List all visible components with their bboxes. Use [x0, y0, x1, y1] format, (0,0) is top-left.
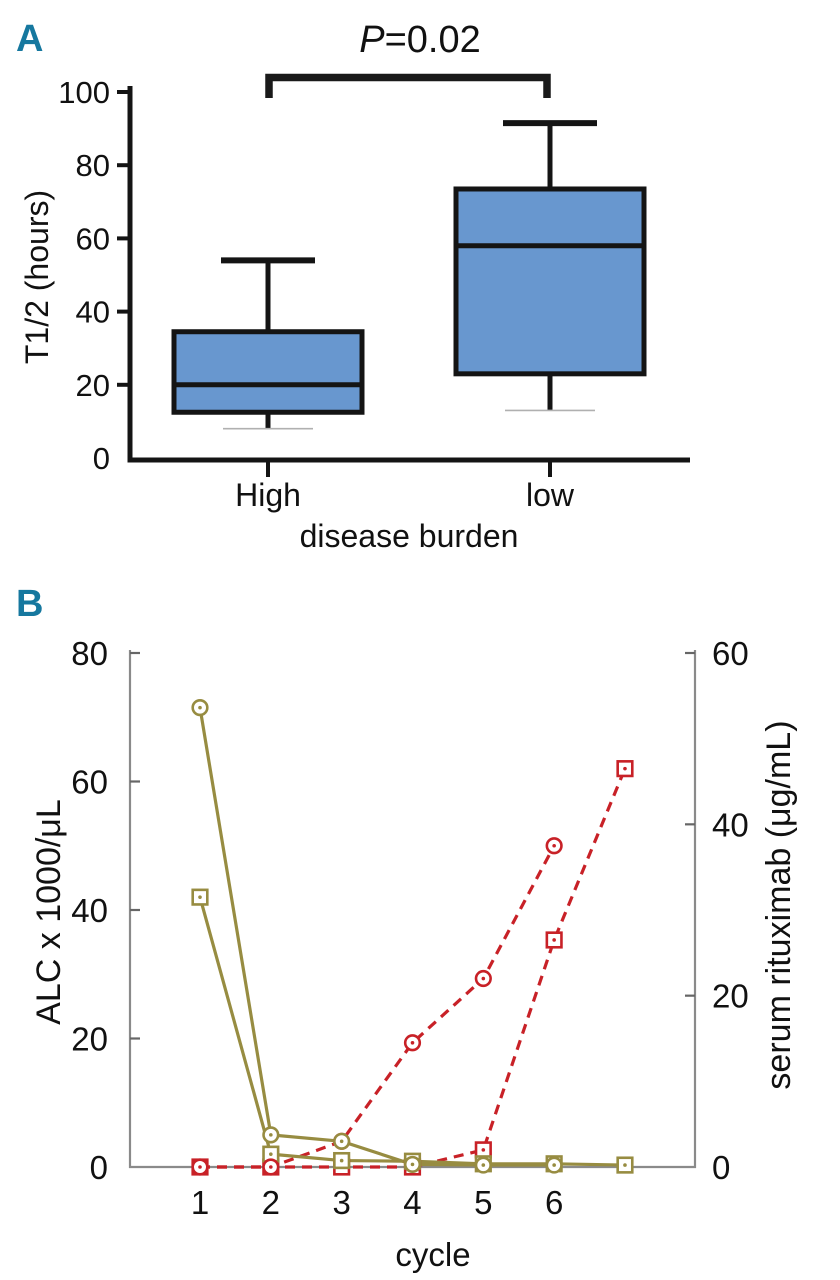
y-tick-label: 60 [76, 221, 110, 256]
left-tick-label: 20 [71, 1021, 108, 1058]
marker-center-dot [623, 766, 627, 771]
left-tick-label: 40 [71, 892, 108, 929]
marker-center-dot [269, 1133, 273, 1137]
panel-b-left-axis-title: ALC x 1000/μL [30, 799, 68, 1025]
marker-center-dot [269, 1165, 273, 1169]
left-tick-label: 80 [71, 635, 108, 672]
panel-b-plot-elements: 80 60 40 20 0 60 40 20 0 1 2 3 4 5 6 [71, 635, 748, 1221]
panel-b-label: B [16, 583, 44, 625]
marker-center-dot [198, 895, 202, 899]
y-tick-label: 40 [76, 295, 110, 330]
marker-center-dot [552, 843, 556, 848]
marker-center-dot [339, 1158, 344, 1163]
panel-b-x-axis-title: cycle [395, 1236, 470, 1273]
marker-center-dot [198, 1165, 202, 1169]
marker-center-dot [481, 1148, 486, 1152]
y-tick-label: 0 [93, 441, 110, 476]
x-tick-label: 6 [545, 1184, 563, 1221]
marker-center-dot [481, 976, 486, 981]
series-line-red-square [200, 768, 627, 1169]
y-tick-label: 20 [76, 368, 110, 403]
box-low [453, 186, 647, 377]
marker-center-dot [410, 1162, 415, 1167]
panel-b-right-axis-title: serum rituximab (μg/mL) [760, 720, 798, 1089]
y-tick-label: 80 [76, 148, 110, 183]
y-tick-label: 100 [58, 75, 110, 110]
p-symbol: P [359, 19, 385, 61]
marker-center-dot [269, 1152, 273, 1156]
marker-center-dot [552, 1163, 556, 1167]
marker-center-dot [410, 1040, 415, 1045]
x-tick-label: 4 [403, 1184, 421, 1221]
x-tick-label: 2 [262, 1184, 280, 1221]
right-tick-label: 60 [712, 635, 749, 672]
significance-bracket [265, 73, 551, 98]
marker-center-dot [481, 1163, 486, 1167]
category-label-high: High [235, 477, 301, 513]
x-tick-label: 1 [191, 1184, 209, 1221]
marker-center-dot [198, 705, 202, 710]
left-tick-label: 60 [71, 764, 108, 801]
panel-a-plot-elements: 100 80 60 40 20 0 [58, 73, 690, 477]
category-label-low: low [526, 477, 575, 513]
marker-center-dot [339, 1139, 344, 1144]
right-tick-label: 0 [712, 1149, 730, 1186]
x-tick-label: 5 [474, 1184, 492, 1221]
panel-b-linechart: 80 60 40 20 0 60 40 20 0 1 2 3 4 5 6 ALC x 1000/μL ser… [30, 635, 798, 1273]
p-value-annotation: P=0.02 [359, 19, 481, 61]
marker-center-dot [623, 1163, 627, 1167]
x-tick-label: 3 [332, 1184, 350, 1221]
panel-a-y-axis-title: T1/2 (hours) [19, 190, 55, 364]
p-value: =0.02 [385, 19, 481, 61]
marker-center-dot [552, 938, 556, 942]
panel-a-boxplot: 100 80 60 40 20 0 P=0.02 T1/2 (hours) High lo… [19, 19, 690, 554]
panel-a-x-axis-title: disease burden [300, 518, 519, 554]
left-tick-label: 0 [90, 1149, 108, 1186]
series-line-red-circle [200, 844, 556, 1169]
right-tick-label: 40 [712, 806, 749, 843]
panel-a-label: A [16, 18, 44, 60]
box-High [171, 329, 365, 415]
right-tick-label: 20 [712, 978, 749, 1015]
